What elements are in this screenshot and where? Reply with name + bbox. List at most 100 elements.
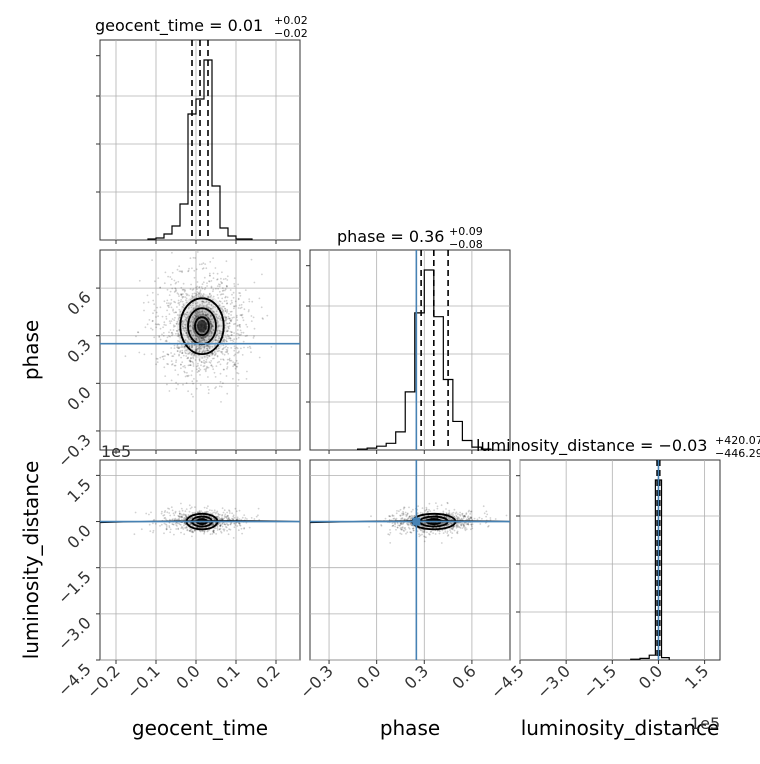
scatter-point [412, 527, 415, 529]
scatter-point [399, 527, 402, 530]
scatter-point [214, 345, 216, 348]
scatter-point [183, 365, 186, 367]
ylabel-phase: phase [19, 320, 43, 380]
scatter-point [210, 294, 213, 297]
scatter-point [226, 363, 229, 365]
scatter-point [171, 363, 173, 366]
title-luminosity-distance-plus: +420.07 [715, 434, 760, 447]
scatter-point [205, 349, 208, 352]
scatter-point [468, 509, 470, 512]
scatter-point [191, 345, 193, 348]
scatter-point [151, 328, 154, 331]
scatter-point [211, 509, 213, 512]
scatter-point [200, 364, 202, 367]
scatter-point [204, 313, 207, 316]
scatter-point [192, 304, 194, 307]
scatter-point [157, 277, 160, 279]
scatter-point [483, 512, 486, 515]
scatter-point [159, 356, 162, 359]
scatter-point [180, 363, 182, 366]
scatter-point [194, 257, 197, 259]
scatter-point [234, 362, 236, 364]
scatter-point [175, 524, 178, 526]
scatter-point [172, 308, 175, 311]
scatter-point [465, 518, 468, 521]
scatter-point [171, 509, 174, 512]
scatter-point [207, 366, 210, 369]
scatter-point [404, 528, 407, 531]
scatter-point [200, 361, 203, 363]
scatter-point [219, 293, 222, 296]
scatter-point [204, 336, 207, 339]
scatter-point [166, 383, 168, 386]
scatter-point [193, 529, 196, 532]
scatter-point [195, 294, 198, 297]
scatter-point [425, 518, 427, 520]
scatter-point [428, 508, 430, 511]
scatter-point [225, 260, 228, 263]
scatter-point [201, 295, 204, 297]
scatter-point [225, 522, 228, 525]
scatter-point [412, 529, 415, 532]
scatter-point [399, 523, 402, 526]
scatter-point [224, 296, 227, 299]
scatter-point [205, 358, 208, 361]
scatter-point [163, 321, 166, 324]
scatter-point [181, 515, 184, 518]
scatter-point [486, 513, 489, 516]
scatter-point [467, 523, 470, 525]
scatter-point [447, 523, 449, 526]
scatter-point [201, 357, 204, 359]
scatter-point [225, 317, 228, 319]
scatter-point [202, 349, 205, 351]
scatter-point [393, 517, 396, 520]
ylabel-luminosity-distance: luminosity_distance [19, 461, 43, 660]
scatter-point [146, 294, 149, 297]
scatter-point [226, 310, 229, 313]
scatter-point [235, 305, 237, 307]
scatter-point [151, 320, 154, 323]
scatter-point [184, 319, 187, 321]
truth-marker [412, 517, 421, 526]
scatter-point [170, 278, 173, 280]
scatter-point [176, 330, 179, 332]
scatter-point [176, 346, 178, 349]
scatter-point [197, 309, 200, 312]
scatter-point [470, 510, 473, 513]
scatter-point [184, 332, 187, 334]
scatter-point [438, 530, 441, 533]
scatter-point [205, 335, 208, 337]
scatter-point [461, 514, 464, 517]
scatter-point [206, 347, 208, 350]
scatter-point [465, 521, 468, 524]
scatter-point [163, 517, 166, 520]
scatter-point [207, 349, 209, 352]
scatter-point [168, 526, 171, 529]
scatter-point [137, 331, 139, 334]
scatter-point [185, 317, 188, 320]
scatter-point [198, 339, 201, 342]
scatter-point [207, 338, 210, 341]
scatter-point [206, 349, 209, 352]
scatter-point [188, 504, 191, 507]
scatter-point [192, 361, 194, 364]
scatter-point [134, 511, 137, 514]
scatter-point [447, 518, 450, 521]
scatter-point [184, 339, 187, 342]
scatter-point [140, 528, 143, 531]
scatter-point [172, 523, 175, 526]
scatter-point [221, 271, 223, 274]
scatter-point [195, 313, 198, 316]
scatter-point [257, 507, 260, 510]
scatter-point [186, 294, 188, 297]
scatter-point [176, 268, 179, 271]
scatter-point [227, 523, 229, 526]
scatter-point [189, 517, 192, 520]
scatter-point [196, 281, 199, 283]
scatter-point [189, 364, 192, 366]
scatter-point [166, 309, 169, 312]
scatter-point [407, 523, 409, 525]
scatter-point [210, 322, 213, 325]
scatter-point [192, 328, 195, 331]
scatter-point [232, 296, 235, 299]
